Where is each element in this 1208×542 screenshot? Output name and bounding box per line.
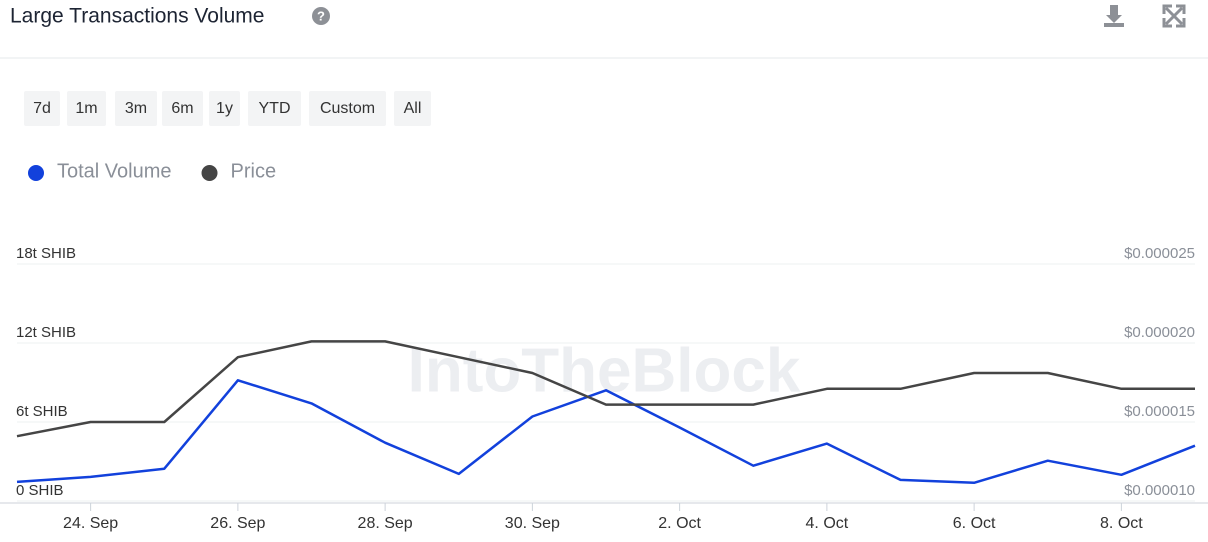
expand-icon[interactable] <box>1162 4 1186 28</box>
legend-label[interactable]: Price <box>231 160 277 182</box>
range-button[interactable] <box>248 91 301 126</box>
x-tick-label: 28. Sep <box>358 515 413 532</box>
range-button-label[interactable]: 7d <box>33 100 51 117</box>
x-tick-label: 30. Sep <box>505 515 560 532</box>
legend-label[interactable]: Total Volume <box>57 160 172 182</box>
range-button-label[interactable]: 1y <box>216 100 233 117</box>
series-line <box>16 379 1196 485</box>
y2-tick-label: $0.000010 <box>1124 482 1195 499</box>
x-tick-label: 2. Oct <box>658 515 701 532</box>
range-button[interactable] <box>115 91 157 126</box>
legend-marker[interactable] <box>201 165 218 181</box>
range-button-label[interactable]: 6m <box>171 100 193 117</box>
range-button[interactable] <box>24 91 60 126</box>
widget-title: Large Transactions Volume <box>10 5 264 28</box>
range-button-label[interactable]: 1m <box>75 100 97 117</box>
x-tick-label: 6. Oct <box>953 515 996 532</box>
range-button-label[interactable]: YTD <box>259 100 291 117</box>
range-button[interactable] <box>394 91 431 126</box>
range-button-label[interactable]: 3m <box>125 100 147 117</box>
range-button[interactable] <box>162 91 203 126</box>
download-icon[interactable] <box>1104 5 1124 27</box>
y2-tick-label: $0.000025 <box>1124 245 1195 262</box>
x-tick-label: 24. Sep <box>63 515 118 532</box>
y-tick-label: 12t SHIB <box>16 324 76 341</box>
y-tick-label: 0 SHIB <box>16 482 64 499</box>
y2-tick-label: $0.000015 <box>1124 403 1195 420</box>
range-button-label[interactable]: All <box>404 100 422 117</box>
y2-tick-label: $0.000020 <box>1124 324 1195 341</box>
series-line <box>16 340 1195 438</box>
range-button[interactable] <box>209 91 240 126</box>
range-button-label[interactable]: Custom <box>320 100 375 117</box>
x-tick-label: 8. Oct <box>1100 515 1143 532</box>
legend-marker[interactable] <box>28 165 44 181</box>
watermark: IntoTheBlock <box>408 336 801 405</box>
y-tick-label: 18t SHIB <box>16 245 76 262</box>
range-button[interactable] <box>67 91 106 126</box>
x-tick-label: 26. Sep <box>210 515 265 532</box>
range-button[interactable] <box>309 91 386 126</box>
x-tick-label: 4. Oct <box>806 515 849 532</box>
y-tick-label: 6t SHIB <box>16 403 68 420</box>
svg-text:?: ? <box>317 8 325 23</box>
help-icon[interactable]: ? <box>312 7 330 25</box>
